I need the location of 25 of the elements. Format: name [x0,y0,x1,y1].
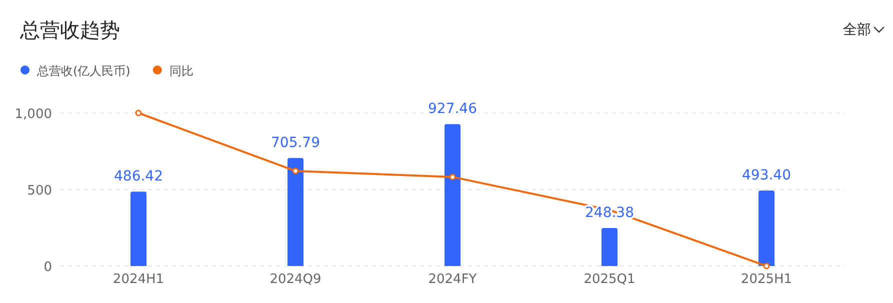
bar [602,228,618,266]
data-label: 493.40 [742,168,791,184]
text: 全部 [843,22,871,38]
data-label: 486.42 [114,168,163,185]
x-tick-label: 2025Q1 [584,272,636,287]
data-label: 705.79 [271,135,320,152]
x-tick-label: 2024H1 [112,272,164,287]
legend-label: 同比 [169,64,194,78]
chart-title: 总营收趋势 [19,18,120,42]
point [292,168,299,174]
y-tick-label: 500 [27,184,52,198]
bar [130,192,146,266]
legend-label: 总营收(亿人民币) [36,64,130,78]
bar [288,158,304,266]
bar [444,124,460,266]
point [449,174,456,180]
bar [758,190,774,266]
x-tick-label: 2025H1 [740,272,792,287]
data-label: 927.46 [428,101,478,118]
point [135,110,142,116]
x-tick-label: 2024Q9 [270,272,322,287]
y-tick-label: 0 [44,260,52,275]
y-tick-label: 1,000 [14,107,52,122]
x-tick-label: 2024FY [428,272,477,287]
point [763,262,770,270]
